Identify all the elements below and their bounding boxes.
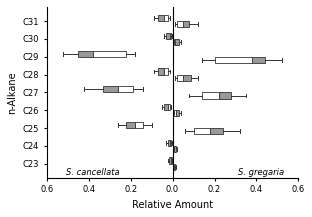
Bar bbox=[173, 39, 175, 45]
Bar bbox=[135, 122, 143, 128]
Bar bbox=[215, 57, 252, 63]
Bar bbox=[126, 122, 135, 128]
Bar bbox=[210, 128, 223, 134]
Bar bbox=[118, 86, 133, 92]
Bar bbox=[168, 140, 170, 146]
Bar bbox=[93, 51, 126, 57]
Bar bbox=[193, 128, 210, 134]
Bar bbox=[173, 146, 174, 152]
Bar bbox=[164, 104, 168, 110]
Text: S. gregaria: S. gregaria bbox=[238, 168, 284, 177]
Bar bbox=[183, 75, 192, 81]
Bar bbox=[158, 15, 164, 21]
Bar bbox=[164, 68, 168, 75]
Text: S. cancellata: S. cancellata bbox=[66, 168, 119, 177]
Bar bbox=[174, 146, 176, 152]
Bar bbox=[103, 86, 118, 92]
Bar bbox=[176, 110, 179, 117]
Bar bbox=[177, 21, 183, 27]
Bar bbox=[202, 92, 219, 99]
Bar bbox=[168, 104, 170, 110]
Bar bbox=[175, 39, 179, 45]
Bar bbox=[166, 33, 170, 39]
Bar bbox=[183, 21, 189, 27]
Bar bbox=[173, 164, 174, 170]
Bar bbox=[170, 140, 172, 146]
Y-axis label: n-Alkane: n-Alkane bbox=[7, 71, 17, 114]
Bar bbox=[158, 68, 164, 75]
Bar bbox=[170, 33, 172, 39]
X-axis label: Relative Amount: Relative Amount bbox=[132, 200, 213, 210]
Bar bbox=[219, 92, 231, 99]
Bar bbox=[252, 57, 265, 63]
Bar bbox=[173, 110, 176, 117]
Bar bbox=[169, 157, 171, 164]
Bar bbox=[171, 157, 172, 164]
Bar bbox=[78, 51, 93, 57]
Bar bbox=[177, 75, 183, 81]
Bar bbox=[174, 164, 175, 170]
Bar bbox=[164, 15, 168, 21]
